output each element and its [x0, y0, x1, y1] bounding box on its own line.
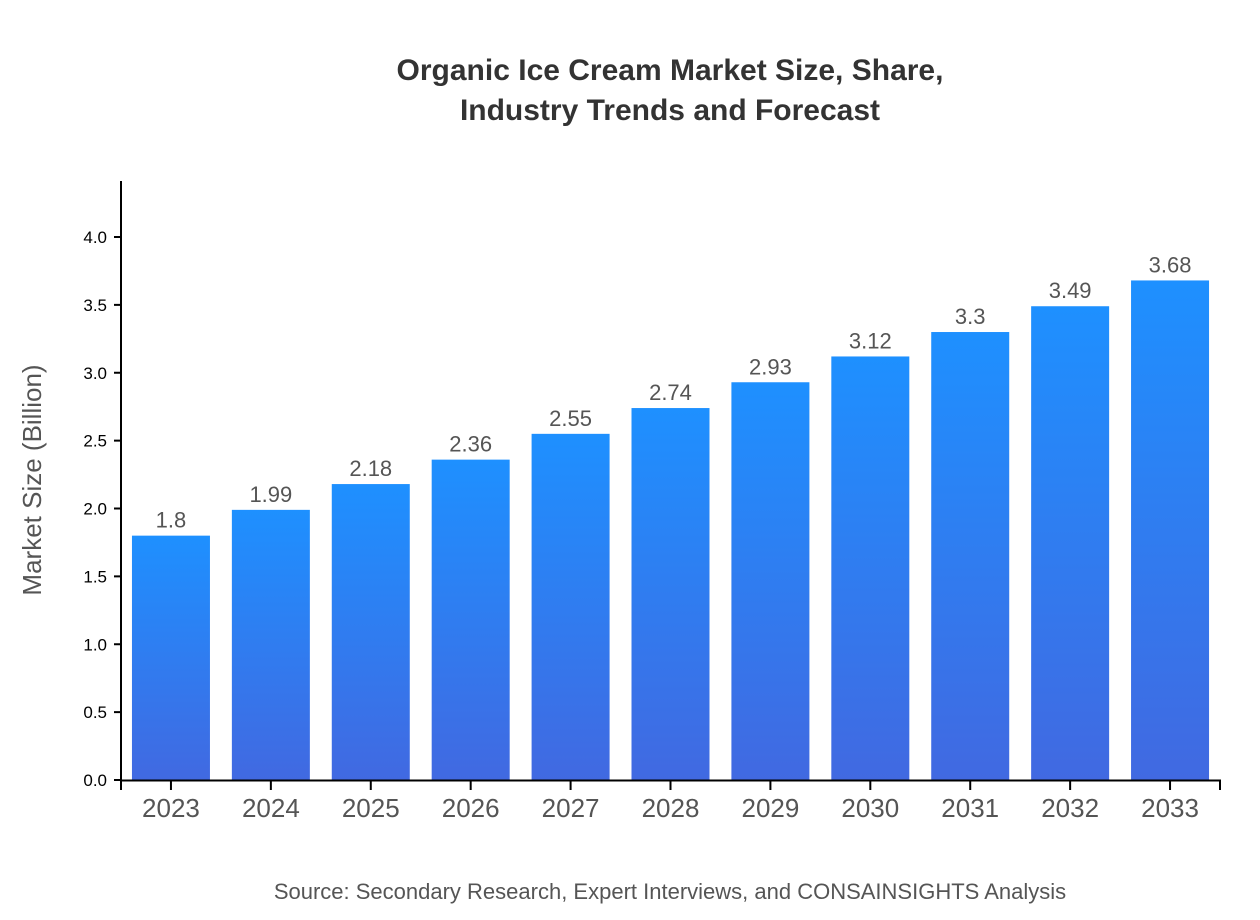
y-tick-label: 2.0 [83, 500, 107, 519]
bar-2028 [631, 408, 710, 780]
bar-2032 [1031, 306, 1110, 780]
x-tick-label: 2023 [142, 793, 200, 823]
chart-title-line-2: Industry Trends and Forecast [460, 94, 880, 127]
bar-2023 [131, 535, 210, 780]
y-tick-label: 4.0 [83, 228, 107, 247]
x-tick-label: 2027 [542, 793, 600, 823]
data-label: 3.3 [955, 304, 986, 329]
data-label: 2.18 [349, 456, 392, 481]
x-tick-label: 2028 [642, 793, 700, 823]
bar-2024 [231, 509, 310, 780]
bar-2029 [731, 382, 810, 780]
x-tick-label: 2030 [841, 793, 899, 823]
chart-title-line-1: Organic Ice Cream Market Size, Share, [397, 54, 944, 87]
data-label: 3.49 [1049, 278, 1092, 303]
y-tick-label: 3.5 [83, 296, 107, 315]
x-tick-label: 2029 [741, 793, 799, 823]
bar-2027 [531, 433, 610, 780]
data-label: 2.74 [649, 380, 692, 405]
x-tick-label: 2033 [1141, 793, 1199, 823]
data-label: 1.99 [249, 482, 292, 507]
y-tick-label: 2.5 [83, 432, 107, 451]
x-tick-label: 2024 [242, 793, 300, 823]
y-tick-label: 0.5 [83, 703, 107, 722]
x-tick-label: 2025 [342, 793, 400, 823]
data-label: 2.55 [549, 406, 592, 431]
y-tick-label: 0.0 [83, 771, 107, 790]
bar-2031 [931, 332, 1010, 780]
source-note: Source: Secondary Research, Expert Inter… [274, 879, 1066, 904]
y-tick-label: 1.5 [83, 567, 107, 586]
data-label: 2.36 [449, 432, 492, 457]
data-label: 1.8 [156, 508, 187, 533]
bar-2025 [331, 484, 410, 780]
y-tick-label: 1.0 [83, 635, 107, 654]
x-tick-label: 2032 [1041, 793, 1099, 823]
x-tick-label: 2031 [941, 793, 999, 823]
bar-2033 [1131, 280, 1210, 780]
y-axis-label: Market Size (Billion) [17, 364, 47, 595]
y-tick-label: 3.0 [83, 364, 107, 383]
data-label: 3.12 [849, 328, 892, 353]
bar-2026 [431, 459, 510, 780]
bar-2030 [831, 356, 910, 780]
data-label: 2.93 [749, 354, 792, 379]
data-label: 3.68 [1149, 252, 1192, 277]
x-tick-label: 2026 [442, 793, 500, 823]
